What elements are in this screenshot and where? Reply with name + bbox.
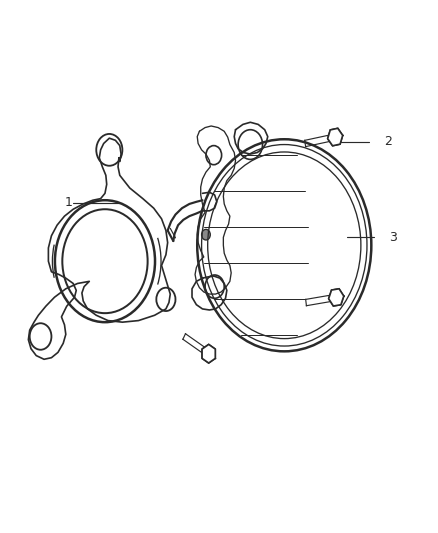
- Text: 3: 3: [389, 231, 397, 244]
- Text: 1: 1: [64, 196, 72, 209]
- Circle shape: [201, 229, 210, 240]
- Polygon shape: [328, 289, 344, 306]
- Polygon shape: [202, 344, 215, 363]
- Polygon shape: [328, 128, 343, 146]
- Text: 2: 2: [385, 135, 392, 148]
